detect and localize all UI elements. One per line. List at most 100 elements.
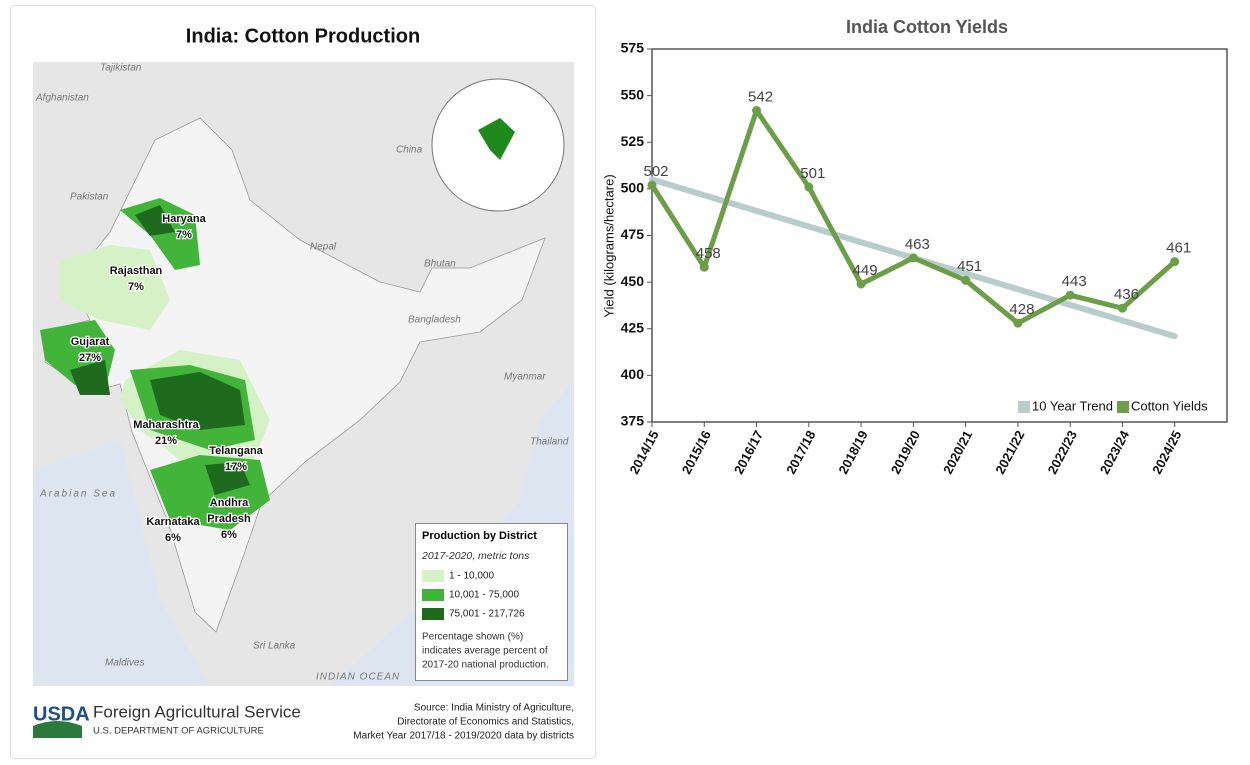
point bbox=[1065, 290, 1075, 300]
point bbox=[699, 262, 709, 272]
data-label: 451 bbox=[957, 258, 982, 275]
place-label: China bbox=[396, 145, 423, 156]
legend-title: Production by District bbox=[422, 530, 537, 542]
x-tick-label: 2015/16 bbox=[679, 428, 714, 477]
plot-frame bbox=[651, 48, 1228, 423]
state-share: 17% bbox=[225, 461, 247, 473]
legend-note: 2017-20 national production. bbox=[422, 660, 549, 671]
y-tick-label: 450 bbox=[621, 273, 645, 289]
legend-label: 10,001 - 75,000 bbox=[449, 590, 519, 601]
x-tick-label: 2022/23 bbox=[1045, 428, 1080, 477]
data-label: 443 bbox=[1062, 273, 1087, 290]
point bbox=[856, 279, 866, 289]
x-tick-label: 2018/19 bbox=[835, 428, 870, 477]
x-tick-label: 2016/17 bbox=[731, 428, 766, 477]
state-share: 7% bbox=[128, 281, 144, 293]
place-label: Bhutan bbox=[424, 259, 456, 270]
state-name: Gujarat bbox=[71, 336, 110, 348]
y-tick-label: 475 bbox=[621, 226, 645, 242]
point bbox=[961, 275, 971, 285]
legend-label: 75,001 - 217,726 bbox=[449, 609, 525, 620]
x-tick-label: 2024/25 bbox=[1149, 428, 1184, 477]
y-axis-label: Yield (kilograms/hectare) bbox=[601, 174, 616, 317]
point bbox=[1013, 318, 1023, 328]
point bbox=[1117, 303, 1127, 313]
legend-swatch bbox=[1018, 401, 1030, 413]
state-name: Maharashtra bbox=[133, 419, 199, 431]
legend-note: indicates average percent of bbox=[422, 646, 548, 657]
place-label: Nepal bbox=[310, 242, 337, 253]
source: Source: India Ministry of Agriculture, bbox=[414, 703, 574, 714]
legend-swatch bbox=[422, 570, 444, 582]
x-tick-label: 2021/22 bbox=[992, 428, 1027, 477]
y-tick-label: 525 bbox=[621, 133, 645, 149]
department: U.S. DEPARTMENT OF AGRICULTURE bbox=[93, 726, 264, 737]
data-label: 502 bbox=[643, 163, 668, 180]
y-tick-label: 375 bbox=[621, 413, 645, 429]
place-label: Bangladesh bbox=[408, 315, 461, 326]
data-label: 449 bbox=[853, 262, 878, 279]
district-dark bbox=[205, 462, 250, 495]
data-label: 436 bbox=[1114, 286, 1139, 303]
district-dark bbox=[70, 360, 110, 395]
state-share: 27% bbox=[79, 352, 101, 364]
source: Directorate of Economics and Statistics, bbox=[397, 717, 574, 728]
data-label: 428 bbox=[1009, 301, 1034, 318]
data-label: 501 bbox=[800, 165, 825, 182]
place-label: Pakistan bbox=[70, 192, 109, 203]
state-share: 6% bbox=[221, 529, 237, 541]
y-tick-label: 575 bbox=[621, 40, 645, 56]
place-label: INDIAN OCEAN bbox=[316, 672, 400, 683]
state-share: 7% bbox=[176, 229, 192, 241]
chart-title: India Cotton Yields bbox=[846, 17, 1008, 37]
state-name: Haryana bbox=[162, 213, 206, 225]
agency: Foreign Agricultural Service bbox=[93, 702, 301, 721]
state-name: Rajasthan bbox=[110, 265, 163, 277]
x-tick-label: 2020/21 bbox=[940, 428, 975, 477]
map-legend bbox=[415, 523, 568, 681]
place-label: Afghanistan bbox=[35, 93, 89, 104]
source: Market Year 2017/18 - 2019/2020 data by … bbox=[353, 731, 574, 742]
y-tick-label: 500 bbox=[621, 180, 645, 196]
place-label: Sri Lanka bbox=[253, 641, 296, 652]
data-label: 461 bbox=[1166, 240, 1191, 257]
point bbox=[1170, 257, 1180, 267]
place-label: Myanmar bbox=[504, 372, 546, 383]
state-name: Andhra bbox=[210, 497, 249, 509]
legend-label: 10 Year Trend bbox=[1032, 398, 1113, 413]
y-tick-label: 425 bbox=[621, 319, 645, 335]
map-title: India: Cotton Production bbox=[186, 25, 420, 47]
point bbox=[647, 180, 657, 190]
legend-items: 1 - 10,000 10,001 - 75,000 75,001 - 217,72… bbox=[422, 570, 525, 620]
place-label: Thailand bbox=[530, 437, 569, 448]
y-tick-label: 550 bbox=[621, 86, 645, 102]
data-label: 463 bbox=[905, 236, 930, 253]
place-label: Maldives bbox=[105, 658, 144, 669]
state-name: Karnataka bbox=[146, 516, 200, 528]
state-name: Pradesh bbox=[207, 513, 251, 525]
y-tick-label: 400 bbox=[621, 366, 645, 382]
legend-subtitle: 2017-2020, metric tons bbox=[421, 550, 530, 562]
legend-swatch bbox=[422, 589, 444, 601]
legend-swatch bbox=[422, 608, 444, 620]
globe-india bbox=[478, 118, 515, 160]
point bbox=[752, 106, 762, 116]
state-name: Telangana bbox=[209, 445, 263, 457]
state-share: 21% bbox=[155, 435, 177, 447]
logo-wave bbox=[33, 721, 82, 738]
legend-label: Cotton Yields bbox=[1131, 398, 1208, 413]
place-label: Arabian Sea bbox=[39, 489, 117, 500]
legend-note: Percentage shown (%) bbox=[422, 632, 523, 643]
legend-label: 1 - 10,000 bbox=[449, 571, 494, 582]
state-share: 6% bbox=[165, 532, 181, 544]
x-tick-label: 2023/24 bbox=[1097, 427, 1133, 476]
district-dark bbox=[135, 205, 175, 236]
x-tick-label: 2014/15 bbox=[626, 428, 661, 477]
district-dark bbox=[150, 372, 245, 430]
x-tick-label: 2019/20 bbox=[888, 428, 923, 477]
point bbox=[908, 253, 918, 263]
place-label: Tajikistan bbox=[100, 63, 142, 74]
usda-logo: USDA bbox=[33, 703, 90, 725]
data-label: 458 bbox=[696, 245, 721, 262]
